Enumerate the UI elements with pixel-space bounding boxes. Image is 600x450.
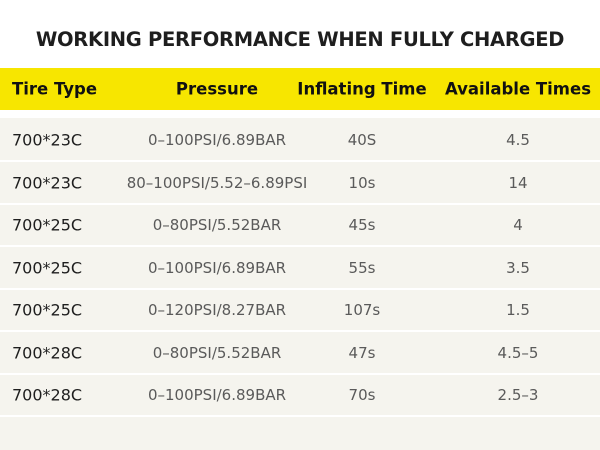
table-cell: 0–80PSI/5.52BAR <box>152 216 282 234</box>
table-cell: 45s <box>348 216 376 234</box>
table-cell: 4.5 <box>506 131 530 149</box>
table-body: 700*23C 0–100PSI/6.89BAR 40S 4.5 700*23C 80–1… <box>0 118 600 450</box>
table-cell: 0–100PSI/6.89BAR <box>147 386 287 404</box>
table-cell: 47s <box>348 343 376 362</box>
table-cell: 700*23C <box>12 173 83 192</box>
title: WORKING PERFORMANCE WHEN FULLY CHARGED <box>35 28 565 51</box>
table-cell: 4 <box>513 216 523 234</box>
table-cell: 700*25C <box>12 258 83 277</box>
row-separator <box>0 372 600 375</box>
table-cell: 80–100PSI/5.52–6.89PSI <box>126 173 308 192</box>
column-header: Available Times <box>444 79 592 99</box>
table-cell: 1.5 <box>506 301 530 319</box>
table-cell: 0–100PSI/6.89BAR <box>147 131 287 149</box>
row-separator <box>0 415 600 418</box>
table-cell: 10s <box>348 173 376 192</box>
table-cell: 40S <box>347 131 377 149</box>
table-cell: 4.5–5 <box>497 343 539 362</box>
row-separator <box>0 287 600 290</box>
table-cell: 700*23C <box>12 130 83 150</box>
table-cell: 0–80PSI/5.52BAR <box>152 343 282 362</box>
column-header: Inflating Time <box>297 79 427 99</box>
table-cell: 700*28C <box>12 343 83 362</box>
table-cell: 0–100PSI/6.89BAR <box>147 258 287 277</box>
table-cell: 0–120PSI/8.27BAR <box>147 301 287 319</box>
row-separator <box>0 245 600 248</box>
column-header: Pressure <box>175 79 259 99</box>
table-cell: 107s <box>343 301 381 319</box>
row-separator <box>0 160 600 163</box>
table-header: Tire Type Pressure Inflating Time Available… <box>0 68 600 110</box>
table-cell: 2.5–3 <box>497 386 539 404</box>
row-separator <box>0 202 600 205</box>
row-separator <box>0 330 600 333</box>
table-cell: 700*25C <box>12 215 83 235</box>
table-cell: 700*28C <box>12 385 83 405</box>
column-header: Tire Type <box>12 79 98 99</box>
table-cell: 55s <box>348 258 376 277</box>
table-cell: 700*25C <box>12 300 83 320</box>
table-cell: 70s <box>348 386 376 404</box>
table-cell: 3.5 <box>506 258 530 277</box>
table-cell: 14 <box>508 173 528 192</box>
